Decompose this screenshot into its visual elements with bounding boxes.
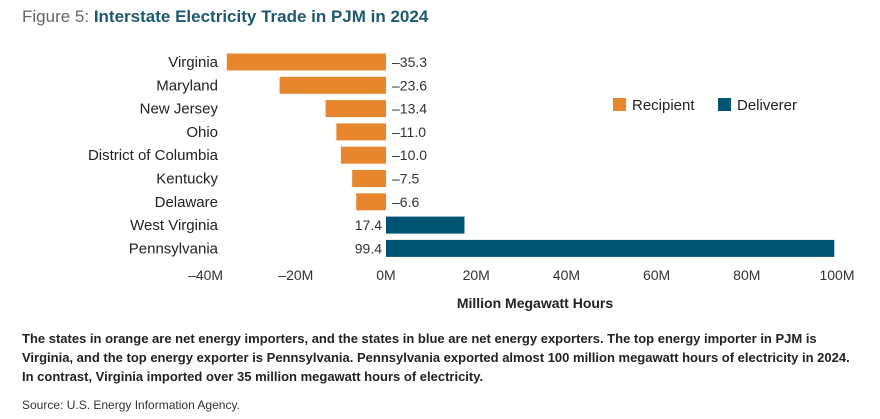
bar-west-virginia: [386, 216, 465, 234]
bar-new-jersey: [325, 100, 386, 118]
legend-label-deliverer: Deliverer: [737, 97, 797, 114]
x-tick-label: 0M: [376, 267, 395, 283]
x-tick-label: 100M: [819, 267, 854, 283]
data-label: –7.5: [392, 171, 419, 187]
x-tick-label: 60M: [643, 267, 670, 283]
bar-virginia: [226, 53, 386, 71]
bar-chart: Virginia –35.3 Maryland –23.6 New Jersey –13.…: [88, 53, 855, 311]
bar-kentucky: [352, 170, 386, 187]
x-tick-label: 80M: [733, 267, 760, 283]
category-label: Maryland: [156, 77, 218, 94]
data-label: –11.0: [392, 124, 426, 140]
x-axis-title: Million Megawatt Hours: [457, 295, 614, 311]
category-label: District of Columbia: [88, 147, 219, 164]
category-label: West Virginia: [130, 217, 218, 234]
chart-title: Interstate Electricity Trade in PJM in 2…: [93, 7, 429, 26]
figure-number: Figure 5:: [22, 7, 90, 26]
category-label: Virginia: [168, 54, 218, 71]
category-label: Kentucky: [156, 171, 218, 188]
bar-ohio: [336, 123, 386, 141]
bar-maryland: [279, 76, 386, 94]
legend-swatch-deliverer: [718, 98, 731, 111]
bar-district-of-columbia: [340, 146, 386, 164]
legend-label-recipient: Recipient: [632, 97, 695, 114]
category-label: Ohio: [186, 124, 218, 141]
category-label: Delaware: [155, 194, 218, 211]
data-label: –35.3: [392, 54, 427, 70]
source-note: Source: U.S. Energy Information Agency.: [22, 398, 240, 412]
data-label: 99.4: [355, 240, 382, 256]
bar-delaware: [356, 193, 386, 211]
x-tick-label: 20M: [463, 267, 490, 283]
data-label: 17.4: [355, 217, 382, 233]
data-label: –13.4: [392, 101, 427, 117]
category-label: Pennsylvania: [129, 240, 219, 257]
caption: The states in orange are net energy impo…: [22, 331, 850, 384]
category-label: New Jersey: [140, 101, 219, 118]
figure-title: Figure 5: Interstate Electricity Trade i…: [22, 7, 428, 27]
legend-swatch-recipient: [613, 98, 626, 111]
x-tick-label: –20M: [278, 267, 313, 283]
data-label: –23.6: [392, 77, 427, 93]
x-tick-label: –40M: [188, 267, 223, 283]
x-tick-label: 40M: [553, 267, 580, 283]
data-label: –10.0: [392, 147, 427, 163]
bar-pennsylvania: [386, 239, 835, 257]
data-label: –6.6: [392, 194, 419, 210]
